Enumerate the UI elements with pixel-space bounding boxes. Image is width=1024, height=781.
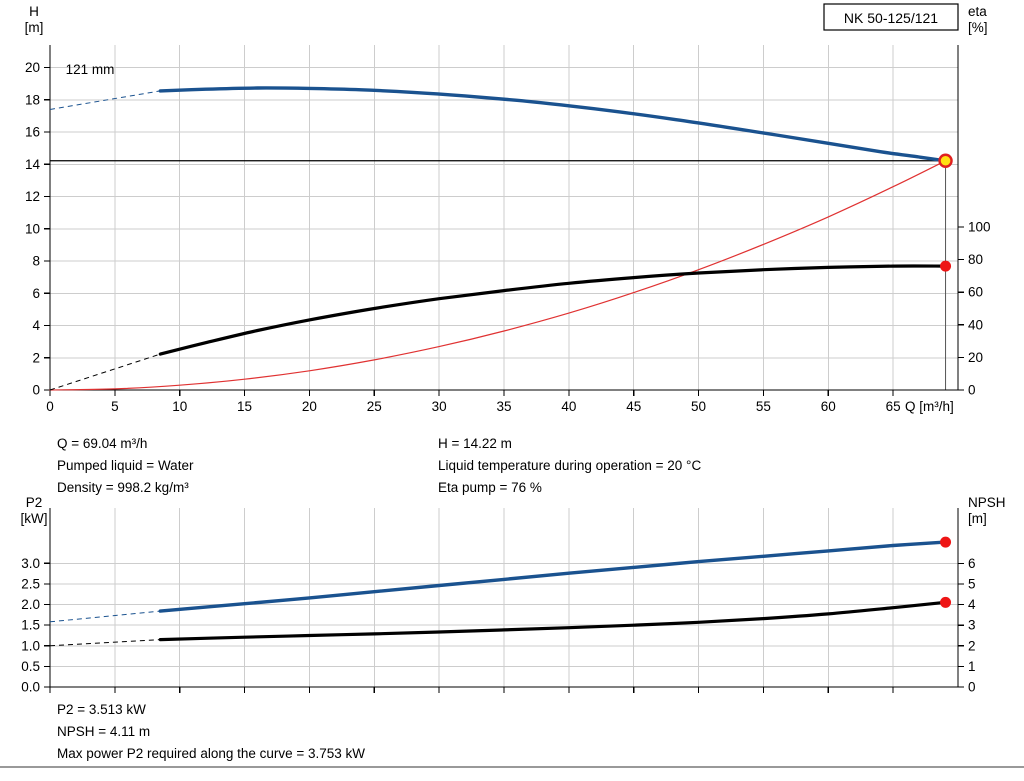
svg-text:4: 4 xyxy=(32,318,40,333)
svg-text:100: 100 xyxy=(968,220,991,235)
svg-text:15: 15 xyxy=(237,399,252,414)
system-curve xyxy=(49,160,947,391)
annotation-npsh: NPSH = 4.11 m xyxy=(57,724,151,739)
svg-text:45: 45 xyxy=(626,399,641,414)
y-left-axis-label: H xyxy=(29,4,39,19)
svg-text:8: 8 xyxy=(32,254,40,269)
p2-npsh-chart-grid xyxy=(50,508,958,687)
svg-text:2.5: 2.5 xyxy=(21,576,40,591)
svg-text:60: 60 xyxy=(968,285,983,300)
svg-text:55: 55 xyxy=(756,399,771,414)
svg-text:40: 40 xyxy=(561,399,576,414)
bottom-divider xyxy=(0,766,1024,768)
y-right-axis-label: [%] xyxy=(968,20,988,35)
npsh-curve-lead xyxy=(49,639,161,647)
y-left-axis-label: [m] xyxy=(25,20,44,35)
svg-text:3.0: 3.0 xyxy=(21,556,40,571)
svg-text:2: 2 xyxy=(32,350,40,365)
svg-text:30: 30 xyxy=(432,399,447,414)
svg-text:16: 16 xyxy=(25,125,40,140)
annotation-flow: Q = 69.04 m³/h xyxy=(57,436,148,451)
y-left-axis-label: P2 xyxy=(26,495,43,510)
p2-npsh-chart-ticks xyxy=(44,562,964,693)
svg-text:18: 18 xyxy=(25,92,40,107)
svg-text:5: 5 xyxy=(968,577,976,592)
svg-text:1.0: 1.0 xyxy=(21,638,40,653)
svg-text:10: 10 xyxy=(172,399,187,414)
svg-text:12: 12 xyxy=(25,189,40,204)
svg-text:10: 10 xyxy=(25,221,40,236)
pump-type-label: NK 50-125/121 xyxy=(844,10,938,26)
y-right-axis-label: eta xyxy=(968,4,987,19)
annotation-p2: P2 = 3.513 kW xyxy=(57,702,146,717)
duty-point xyxy=(938,153,953,168)
annotation-eta: Eta pump = 76 % xyxy=(438,480,542,495)
eta-curve xyxy=(158,264,948,356)
y-right-axis-label: [m] xyxy=(968,511,987,526)
annotation-p2-max: Max power P2 required along the curve = … xyxy=(57,746,366,761)
svg-text:2.0: 2.0 xyxy=(21,597,40,612)
svg-text:0: 0 xyxy=(46,399,54,414)
p2-curve-lead xyxy=(49,610,161,623)
annotation-density: Density = 998.2 kg/m³ xyxy=(57,480,189,495)
svg-text:1: 1 xyxy=(968,659,976,674)
svg-text:0: 0 xyxy=(968,680,976,695)
svg-text:2: 2 xyxy=(968,638,976,653)
svg-text:50: 50 xyxy=(691,399,706,414)
eta-end-point xyxy=(940,260,952,272)
pump-type-box xyxy=(823,3,959,31)
annotation-head: H = 14.22 m xyxy=(438,436,512,451)
svg-text:20: 20 xyxy=(968,350,983,365)
y-right-axis-label: NPSH xyxy=(968,495,1006,510)
svg-text:6: 6 xyxy=(968,556,976,571)
p2-npsh-chart-tick-labels: 0.0 0.5 1.0 1.5 2.0 2.5 3.0 0 1 2 3 4 5 6 P2[kW] NPSH[m… xyxy=(21,495,1006,695)
annotation-temperature: Liquid temperature during operation = 20… xyxy=(438,458,702,473)
svg-text:40: 40 xyxy=(968,317,983,332)
head-eta-chart-tick-labels: 0 2 4 6 8 10 12 14 16 18 20 0 20 40 60 80 100 0 5 10 15 20 25 3… xyxy=(25,4,991,414)
svg-text:5: 5 xyxy=(111,399,119,414)
head-curve-lead xyxy=(49,90,161,110)
eta-curve-lead xyxy=(49,353,161,391)
svg-text:65: 65 xyxy=(886,399,901,414)
svg-text:4: 4 xyxy=(968,597,976,612)
svg-text:20: 20 xyxy=(302,399,317,414)
head-curve xyxy=(158,86,948,163)
head-eta-chart-svg: 0 2 4 6 8 10 12 14 16 18 20 0 20 40 60 80 100 0 5 10 15 20 25 3… xyxy=(25,3,991,414)
annotation-liquid: Pumped liquid = Water xyxy=(57,458,194,473)
x-axis-label: Q [m³/h] xyxy=(905,399,954,414)
svg-text:60: 60 xyxy=(821,399,836,414)
npsh-end-point xyxy=(940,596,952,608)
svg-text:35: 35 xyxy=(496,399,511,414)
power-annotations-column: P2 = 3.513 kW NPSH = 4.11 m Max power P2… xyxy=(57,699,365,765)
impeller-diameter-label: 121 mm xyxy=(66,62,115,77)
head-eta-chart-grid xyxy=(50,45,958,390)
svg-text:0: 0 xyxy=(32,383,40,398)
svg-text:0: 0 xyxy=(968,383,976,398)
svg-text:0.0: 0.0 xyxy=(21,680,40,695)
svg-text:1.5: 1.5 xyxy=(21,618,40,633)
svg-text:6: 6 xyxy=(32,286,40,301)
svg-text:0.5: 0.5 xyxy=(21,659,40,674)
p2-end-point xyxy=(940,536,952,548)
head-eta-chart-ticks xyxy=(44,66,964,396)
p2-npsh-chart-svg: 0.0 0.5 1.0 1.5 2.0 2.5 3.0 0 1 2 3 4 5 6 P2[kW] NPSH[m… xyxy=(21,495,1006,695)
svg-text:14: 14 xyxy=(25,157,41,172)
p2-curve xyxy=(158,540,948,613)
y-left-axis-label: [kW] xyxy=(21,511,48,526)
svg-text:3: 3 xyxy=(968,618,976,633)
npsh-curve xyxy=(158,600,948,642)
svg-text:25: 25 xyxy=(367,399,382,414)
svg-text:20: 20 xyxy=(25,60,40,75)
svg-text:80: 80 xyxy=(968,252,983,267)
duty-annotations-left-column: Q = 69.04 m³/h Pumped liquid = Water Den… xyxy=(57,433,193,499)
duty-annotations-right-column: H = 14.22 m Liquid temperature during op… xyxy=(438,433,701,499)
